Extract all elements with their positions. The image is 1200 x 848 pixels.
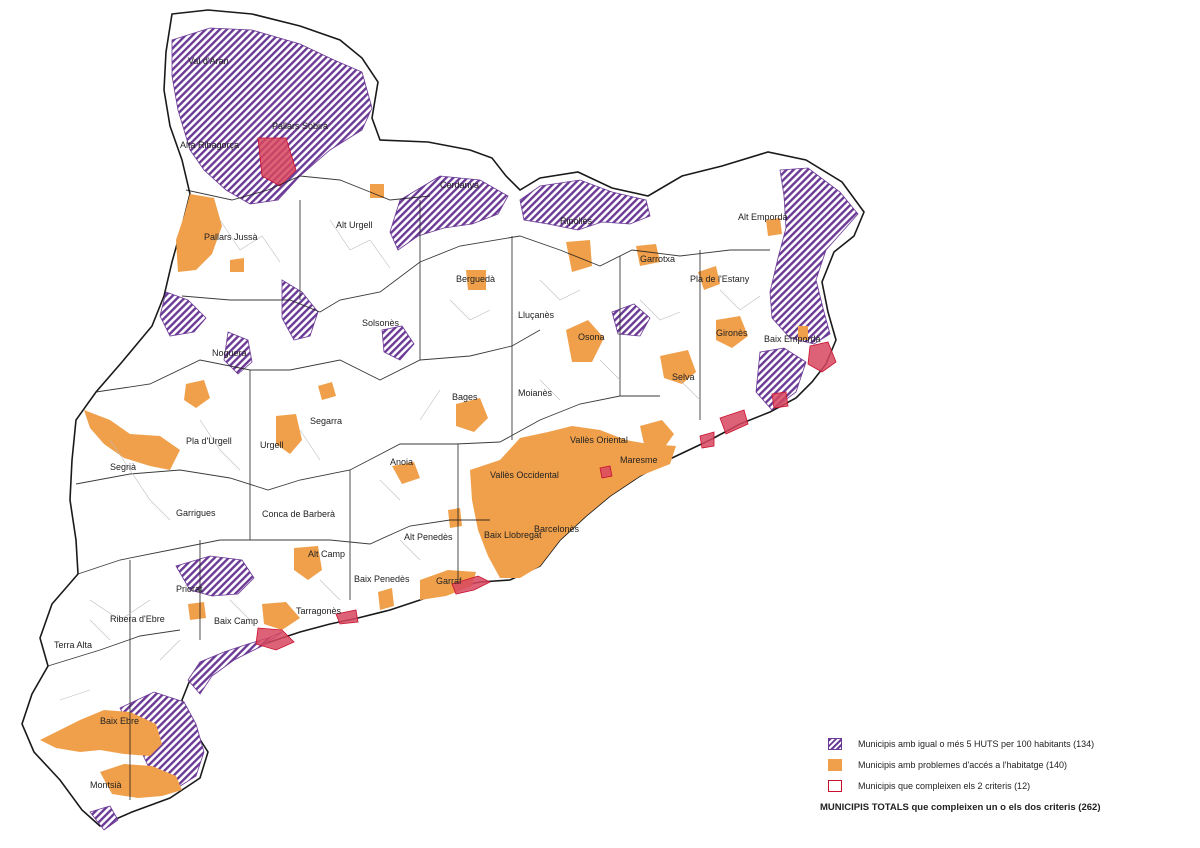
label-alt-penedes: Alt Penedès [404, 532, 453, 542]
label-valles-occidental: Vallès Occidental [490, 470, 559, 480]
label-terra-alta: Terra Alta [54, 640, 92, 650]
label-anoia: Anoia [390, 457, 413, 467]
legend-item-both: Municipis que compleixen els 2 criteris … [828, 775, 1188, 796]
label-baix-ebre: Baix Ebre [100, 716, 139, 726]
label-baix-camp: Baix Camp [214, 616, 258, 626]
label-pallars-jussa: Pallars Jussà [204, 232, 258, 242]
label-noguera: Noguera [212, 348, 247, 358]
municipal-boundaries [59, 219, 761, 701]
both-zones [255, 137, 837, 651]
label-segria: Segrià [110, 462, 136, 472]
label-barcelones: Barcelonès [534, 524, 580, 534]
hatch-swatch-icon [828, 737, 842, 750]
label-selva: Selva [672, 372, 695, 382]
label-cerdanya: Cerdanya [440, 180, 479, 190]
orange-swatch-icon [828, 758, 842, 771]
label-valles-oriental: Vallès Oriental [570, 435, 628, 445]
red-outline-swatch-icon [828, 779, 842, 792]
label-segarra: Segarra [310, 416, 342, 426]
label-baix-emporda: Baix Empordà [764, 334, 821, 344]
label-girones: Gironès [716, 328, 748, 338]
label-alta-ribagorca: Alta Ribagorça [180, 140, 239, 150]
label-garraf: Garraf [436, 576, 462, 586]
label-baix-llobregat: Baix Llobregat [484, 530, 542, 540]
label-moianes: Moianès [518, 388, 553, 398]
label-bergueda: Berguedà [456, 274, 495, 284]
label-osona: Osona [578, 332, 605, 342]
huts-zones [89, 27, 859, 831]
acces-zones [40, 184, 808, 798]
label-conca-de-barbera: Conca de Barberà [262, 509, 335, 519]
label-baix-penedes: Baix Penedès [354, 574, 410, 584]
label-pla-de-l-estany: Pla de l'Estany [690, 274, 750, 284]
label-bages: Bages [452, 392, 478, 402]
legend-item-huts: Municipis amb igual o més 5 HUTS per 100… [828, 733, 1188, 754]
legend: Municipis amb igual o més 5 HUTS per 100… [820, 733, 1188, 813]
label-alt-camp: Alt Camp [308, 549, 345, 559]
label-pla-d-urgell: Pla d'Urgell [186, 436, 232, 446]
label-tarragones: Tarragonès [296, 606, 342, 616]
label-priorat: Priorat [176, 584, 203, 594]
comarca-labels: Val d'Aran Pallars Sobirà Alta Ribagorça… [54, 56, 821, 790]
label-solsones: Solsonès [362, 318, 400, 328]
legend-total: MUNICIPIS TOTALS que compleixen un o els… [820, 802, 1101, 813]
label-alt-emporda: Alt Empordà [738, 212, 788, 222]
label-llucanes: Lluçanès [518, 310, 555, 320]
label-montsia: Montsià [90, 780, 122, 790]
label-val-d-aran: Val d'Aran [188, 56, 229, 66]
legend-huts-label: Municipis amb igual o més 5 HUTS per 100… [858, 738, 1095, 749]
label-alt-urgell: Alt Urgell [336, 220, 373, 230]
label-pallars-sobira: Pallars Sobirà [272, 121, 328, 131]
legend-item-acces: Municipis amb problemes d'accés a l'habi… [828, 754, 1188, 775]
comarca-boundaries [47, 175, 770, 800]
label-garrigues: Garrigues [176, 508, 216, 518]
legend-both-label: Municipis que compleixen els 2 criteris … [858, 780, 1031, 791]
label-ripolles: Ripollès [560, 216, 593, 226]
label-maresme: Maresme [620, 455, 658, 465]
label-ribera-d-ebre: Ribera d'Ebre [110, 614, 165, 624]
legend-acces-label: Municipis amb problemes d'accés a l'habi… [858, 759, 1068, 770]
label-urgell: Urgell [260, 440, 284, 450]
label-garrotxa: Garrotxa [640, 254, 675, 264]
